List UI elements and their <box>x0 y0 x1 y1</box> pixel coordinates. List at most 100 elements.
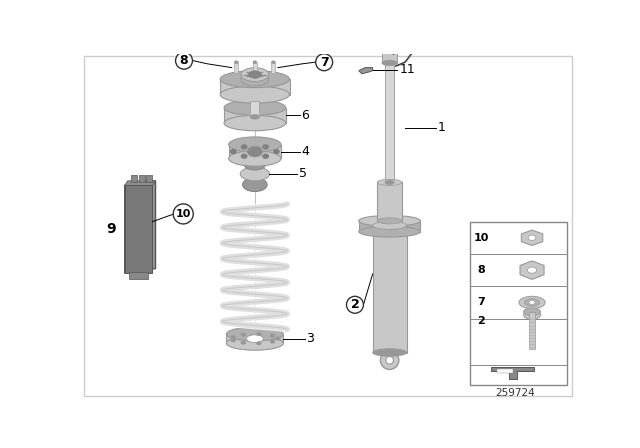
Ellipse shape <box>359 226 420 237</box>
Text: 1: 1 <box>438 121 446 134</box>
Ellipse shape <box>234 60 238 64</box>
Ellipse shape <box>359 215 420 226</box>
Ellipse shape <box>382 60 397 66</box>
Ellipse shape <box>527 267 537 273</box>
Ellipse shape <box>230 335 236 339</box>
Ellipse shape <box>378 179 402 185</box>
Ellipse shape <box>262 144 269 150</box>
Circle shape <box>386 356 394 364</box>
Bar <box>385 63 394 182</box>
Bar <box>228 145 281 159</box>
Ellipse shape <box>250 115 259 119</box>
Ellipse shape <box>243 178 267 192</box>
Bar <box>129 271 148 280</box>
Ellipse shape <box>262 154 269 159</box>
Ellipse shape <box>529 301 535 304</box>
Polygon shape <box>125 185 152 273</box>
Ellipse shape <box>244 159 266 170</box>
Ellipse shape <box>230 149 237 154</box>
Ellipse shape <box>270 334 275 338</box>
Bar <box>359 221 420 232</box>
Ellipse shape <box>228 151 281 166</box>
Bar <box>253 62 257 73</box>
Ellipse shape <box>378 218 402 224</box>
Ellipse shape <box>241 68 269 82</box>
Polygon shape <box>497 369 513 373</box>
Ellipse shape <box>271 60 275 64</box>
Circle shape <box>346 296 364 313</box>
Ellipse shape <box>382 48 397 53</box>
Circle shape <box>316 54 333 71</box>
Text: 10: 10 <box>175 209 191 219</box>
Ellipse shape <box>519 296 545 309</box>
Circle shape <box>173 204 193 224</box>
Bar <box>271 62 275 73</box>
Polygon shape <box>125 181 156 185</box>
Ellipse shape <box>253 60 257 64</box>
Polygon shape <box>522 230 543 246</box>
Ellipse shape <box>241 341 246 345</box>
Bar <box>227 334 284 343</box>
Ellipse shape <box>227 327 284 341</box>
Ellipse shape <box>246 335 263 343</box>
Text: 7: 7 <box>477 297 485 307</box>
Ellipse shape <box>224 100 285 115</box>
Ellipse shape <box>240 167 269 181</box>
Text: 8: 8 <box>180 54 188 67</box>
Text: 11: 11 <box>399 64 415 77</box>
Polygon shape <box>359 68 372 74</box>
Ellipse shape <box>372 222 406 229</box>
Ellipse shape <box>248 156 262 163</box>
Bar <box>250 102 259 117</box>
Ellipse shape <box>256 332 262 336</box>
Bar <box>220 79 289 95</box>
Ellipse shape <box>220 86 289 103</box>
Text: 3: 3 <box>307 332 314 345</box>
Text: 6: 6 <box>301 109 309 122</box>
Ellipse shape <box>230 338 236 342</box>
Bar <box>378 182 402 221</box>
Polygon shape <box>520 261 544 280</box>
Ellipse shape <box>275 337 281 340</box>
Text: 2: 2 <box>477 316 485 326</box>
Bar <box>224 108 285 123</box>
Ellipse shape <box>385 180 394 185</box>
Text: 9: 9 <box>106 222 115 237</box>
Ellipse shape <box>273 149 280 154</box>
Text: 259724: 259724 <box>495 388 535 397</box>
Ellipse shape <box>241 333 246 336</box>
Ellipse shape <box>241 154 248 159</box>
Bar <box>529 312 535 349</box>
Ellipse shape <box>528 235 536 241</box>
Bar <box>234 62 238 73</box>
Ellipse shape <box>227 336 284 350</box>
Text: 2: 2 <box>351 298 359 311</box>
Ellipse shape <box>524 310 541 319</box>
Bar <box>147 176 152 181</box>
Ellipse shape <box>248 71 262 78</box>
Ellipse shape <box>247 146 262 157</box>
Text: 10: 10 <box>474 233 489 243</box>
Ellipse shape <box>228 137 281 152</box>
Ellipse shape <box>256 341 262 345</box>
Polygon shape <box>492 367 534 379</box>
Text: 7: 7 <box>320 56 328 69</box>
Bar <box>139 176 145 181</box>
Polygon shape <box>125 181 156 273</box>
Text: 5: 5 <box>299 168 307 181</box>
Ellipse shape <box>270 340 275 344</box>
Bar <box>131 176 137 181</box>
Ellipse shape <box>241 144 248 150</box>
Bar <box>382 51 397 63</box>
Bar <box>372 225 406 353</box>
Bar <box>470 222 568 385</box>
Circle shape <box>175 52 193 69</box>
Text: 8: 8 <box>477 265 485 275</box>
Ellipse shape <box>524 308 541 315</box>
Ellipse shape <box>224 115 285 131</box>
Ellipse shape <box>372 349 406 356</box>
Circle shape <box>380 351 399 370</box>
Text: 4: 4 <box>301 145 309 158</box>
Ellipse shape <box>524 299 540 306</box>
Ellipse shape <box>220 71 289 88</box>
